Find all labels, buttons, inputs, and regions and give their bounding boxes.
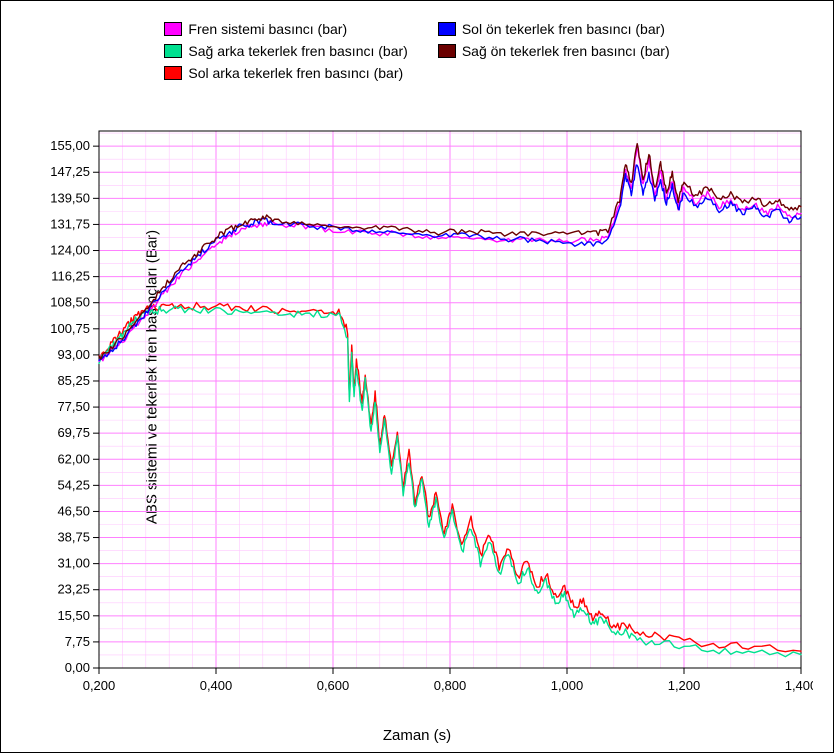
- legend-swatch: [164, 66, 182, 80]
- legend-swatch: [438, 22, 456, 36]
- svg-text:0,800: 0,800: [434, 678, 467, 693]
- svg-text:54,25: 54,25: [57, 477, 90, 492]
- svg-text:0,200: 0,200: [83, 678, 116, 693]
- legend-swatch: [164, 22, 182, 36]
- legend-column-2: Sol ön tekerlek fren basıncı (bar) Sağ ön…: [438, 21, 670, 81]
- svg-text:0,600: 0,600: [317, 678, 350, 693]
- svg-text:1,000: 1,000: [551, 678, 584, 693]
- svg-text:131,75: 131,75: [50, 216, 90, 231]
- legend-label: Sol arka tekerlek fren basıncı (bar): [188, 65, 403, 81]
- svg-text:23,25: 23,25: [57, 582, 90, 597]
- legend-item: Sağ arka tekerlek fren basıncı (bar): [164, 43, 407, 59]
- legend-column-1: Fren sistemi basıncı (bar) Sağ arka teker…: [164, 21, 407, 81]
- svg-text:77,50: 77,50: [57, 399, 90, 414]
- svg-text:62,00: 62,00: [57, 451, 90, 466]
- legend-item: Fren sistemi basıncı (bar): [164, 21, 407, 37]
- legend-label: Fren sistemi basıncı (bar): [188, 21, 347, 37]
- plot-area-wrap: 0,200 0,400 0,600 0,800 1,000 1,200 1,400 0,00 7…: [43, 121, 813, 712]
- legend-swatch: [438, 44, 456, 58]
- svg-text:147,25: 147,25: [50, 164, 90, 179]
- svg-text:124,00: 124,00: [50, 243, 90, 258]
- svg-text:108,50: 108,50: [50, 295, 90, 310]
- svg-text:100,75: 100,75: [50, 321, 90, 336]
- svg-text:15,50: 15,50: [57, 608, 90, 623]
- legend-swatch: [164, 44, 182, 58]
- svg-text:0,400: 0,400: [200, 678, 233, 693]
- legend-item: Sağ ön tekerlek fren basıncı (bar): [438, 43, 670, 59]
- svg-text:38,75: 38,75: [57, 530, 90, 545]
- chart-frame: Fren sistemi basıncı (bar) Sağ arka teker…: [0, 0, 834, 753]
- svg-text:46,50: 46,50: [57, 503, 90, 518]
- svg-text:7,75: 7,75: [65, 634, 90, 649]
- legend-item: Sol arka tekerlek fren basıncı (bar): [164, 65, 407, 81]
- svg-text:116,25: 116,25: [51, 269, 90, 284]
- svg-text:93,00: 93,00: [57, 347, 90, 362]
- legend-label: Sağ ön tekerlek fren basıncı (bar): [462, 43, 670, 59]
- svg-text:0,00: 0,00: [65, 660, 90, 675]
- svg-text:155,00: 155,00: [50, 138, 90, 153]
- svg-text:31,00: 31,00: [57, 556, 90, 571]
- legend-columns: Fren sistemi basıncı (bar) Sağ arka teker…: [164, 21, 669, 81]
- legend: Fren sistemi basıncı (bar) Sağ arka teker…: [1, 21, 833, 81]
- x-axis-label: Zaman (s): [383, 727, 451, 744]
- legend-item: Sol ön tekerlek fren basıncı (bar): [438, 21, 670, 37]
- plot-svg: 0,200 0,400 0,600 0,800 1,000 1,200 1,400 0,00 7…: [43, 121, 813, 712]
- svg-text:1,200: 1,200: [668, 678, 701, 693]
- legend-label: Sol ön tekerlek fren basıncı (bar): [462, 21, 665, 37]
- svg-text:1,400: 1,400: [785, 678, 813, 693]
- svg-text:139,50: 139,50: [50, 190, 90, 205]
- legend-label: Sağ arka tekerlek fren basıncı (bar): [188, 43, 407, 59]
- svg-text:69,75: 69,75: [57, 425, 90, 440]
- svg-text:85,25: 85,25: [57, 373, 90, 388]
